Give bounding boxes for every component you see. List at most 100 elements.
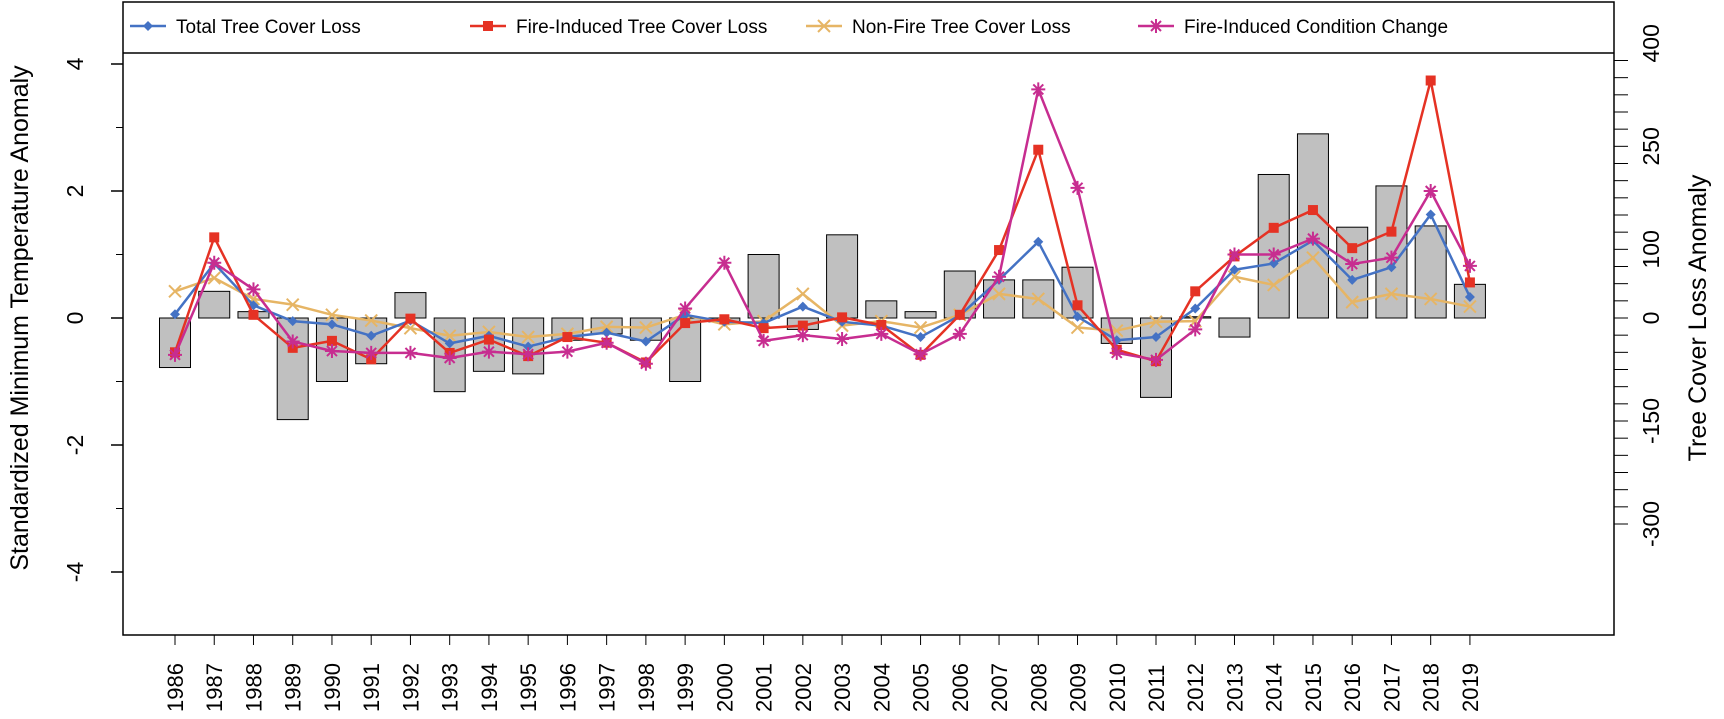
x-tick-label: 1990 — [320, 663, 345, 712]
point-1-1990 — [326, 335, 337, 346]
point-3-1987 — [207, 255, 222, 270]
bar-1987 — [198, 290, 231, 319]
x-tick-label: 2016 — [1340, 663, 1365, 712]
x-tick-label: 1992 — [398, 663, 423, 712]
point-2-1997 — [599, 320, 614, 334]
point-3-1990 — [324, 344, 339, 359]
point-2-1991 — [364, 313, 378, 328]
point-3-1996 — [560, 344, 575, 359]
point-0-1989 — [287, 316, 298, 327]
point-3-2007 — [992, 269, 1007, 284]
x-tick-label: 2006 — [948, 663, 973, 712]
x-tick-label: 2003 — [830, 663, 855, 712]
bar-1989 — [276, 317, 309, 421]
bar-2014 — [1257, 173, 1290, 319]
point-0-2013 — [1229, 264, 1240, 275]
legend-marker-2 — [817, 19, 831, 33]
right-tick-label: 100 — [1638, 230, 1664, 268]
right-tick-label: -150 — [1638, 398, 1664, 444]
point-0-2016 — [1347, 274, 1358, 285]
point-1-2003 — [837, 312, 848, 323]
x-tick-label: 2014 — [1262, 663, 1287, 712]
x-tick-label: 2018 — [1419, 663, 1444, 712]
point-0-2002 — [797, 301, 808, 312]
x-tick-label: 1988 — [241, 663, 266, 712]
left-tick-label: -2 — [62, 435, 88, 455]
legend: Total Tree Cover Loss Fire-Induced Tree C… — [123, 17, 1614, 54]
point-0-2011 — [1151, 332, 1161, 343]
point-3-1992 — [403, 345, 418, 360]
x-tick-label: 2010 — [1105, 663, 1130, 712]
point-2-2018 — [1423, 292, 1438, 306]
x-tick-label: 2007 — [987, 663, 1012, 712]
point-3-2000 — [717, 255, 732, 270]
legend-label-0: Total Tree Cover Loss — [176, 17, 361, 38]
point-3-2009 — [1070, 180, 1085, 195]
point-1-2016 — [1347, 243, 1358, 254]
point-3-1993 — [442, 351, 457, 366]
point-1-2015 — [1307, 205, 1318, 216]
legend-marker-1 — [483, 21, 493, 31]
right-axis-label: Tree Cover Loss Anomaly — [1684, 174, 1712, 461]
point-2-2016 — [1345, 295, 1359, 309]
point-0-2008 — [1033, 236, 1044, 247]
legend-label-3: Fire-Induced Condition Change — [1184, 17, 1448, 38]
x-tick-label: 2001 — [752, 663, 777, 712]
point-3-2002 — [795, 328, 810, 343]
point-0-1997 — [601, 327, 612, 338]
point-0-2014 — [1268, 258, 1279, 269]
point-1-2012 — [1190, 286, 1201, 297]
legend-label-2: Non-Fire Tree Cover Loss — [852, 17, 1071, 38]
right-tick-label: -300 — [1638, 501, 1664, 547]
x-tick-label: 1993 — [438, 663, 463, 712]
x-tick-label: 1986 — [163, 663, 188, 712]
point-1-1992 — [405, 313, 416, 324]
point-3-1998 — [638, 356, 653, 371]
point-3-2016 — [1345, 257, 1360, 272]
left-axis-label: Standardized Minimum Temperature Anomaly — [6, 65, 34, 571]
x-tick-label: 1998 — [634, 663, 659, 712]
bar-2013 — [1218, 317, 1251, 338]
legend-label-1: Fire-Induced Tree Cover Loss — [516, 17, 767, 38]
bar-2005 — [904, 311, 937, 319]
x-tick-label: 2005 — [909, 663, 934, 712]
left-tick-label: -4 — [62, 562, 88, 583]
point-2-2011 — [1149, 315, 1163, 329]
point-1-2004 — [876, 319, 887, 330]
point-3-1989 — [285, 334, 300, 349]
point-3-2004 — [874, 326, 889, 341]
point-1-1987 — [209, 232, 220, 243]
point-3-1999 — [678, 301, 693, 316]
x-tick-label: 2017 — [1379, 663, 1404, 712]
point-0-1993 — [444, 338, 455, 349]
point-2-2002 — [796, 287, 810, 301]
bar-2009 — [1061, 266, 1094, 319]
point-3-2005 — [913, 347, 928, 362]
bar-2003 — [826, 234, 859, 319]
point-1-2009 — [1072, 300, 1083, 311]
point-1-2000 — [719, 314, 730, 325]
x-tick-label: 2012 — [1183, 663, 1208, 712]
x-tick-label: 1996 — [555, 663, 580, 712]
point-3-1995 — [521, 347, 536, 362]
point-3-2018 — [1423, 184, 1438, 198]
point-1-1994 — [483, 334, 494, 345]
legend-marker-0 — [143, 21, 153, 31]
point-2-2008 — [1031, 292, 1045, 306]
point-2-2014 — [1267, 278, 1281, 292]
point-1-1996 — [562, 332, 573, 343]
x-tick-label: 2015 — [1301, 663, 1326, 712]
point-3-2011 — [1149, 352, 1163, 367]
left-tick-label: 2 — [62, 185, 88, 198]
point-0-2012 — [1190, 303, 1201, 314]
left-tick-label: 4 — [62, 57, 88, 70]
point-0-2009 — [1072, 311, 1083, 322]
point-1-1999 — [680, 318, 691, 329]
point-3-2015 — [1305, 231, 1320, 246]
point-3-2006 — [952, 326, 967, 341]
point-3-2001 — [756, 333, 771, 348]
point-2-2017 — [1384, 287, 1399, 301]
point-3-2012 — [1188, 322, 1203, 337]
point-0-1990 — [326, 319, 337, 330]
x-tick-label: 1989 — [281, 663, 306, 712]
